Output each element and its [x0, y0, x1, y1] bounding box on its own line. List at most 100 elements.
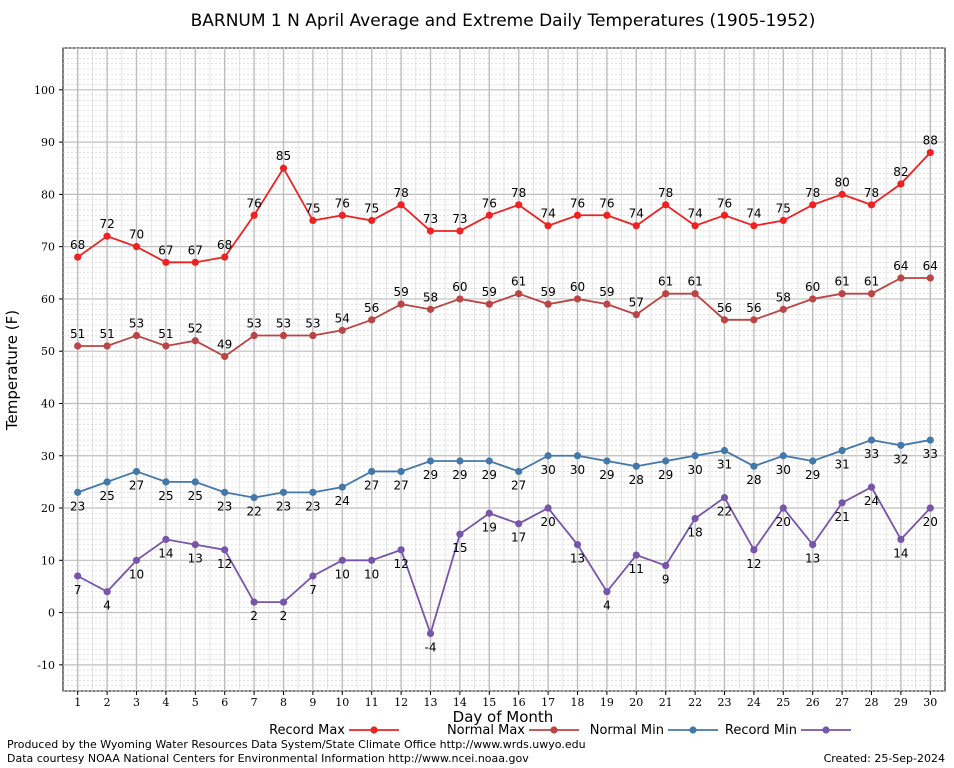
record-max-data-label: 78 [805, 186, 820, 200]
normal-max-point [691, 290, 699, 298]
record-min-point [867, 483, 876, 491]
normal-max-point [720, 316, 729, 324]
normal-max-data-label: 52 [188, 322, 203, 336]
record-min-point [132, 556, 141, 564]
normal-max-data-label: 56 [717, 301, 732, 315]
record-min-point [603, 588, 611, 596]
normal-max-data-label: 59 [482, 285, 497, 299]
normal-min-data-label: 25 [158, 489, 173, 503]
y-tick-label: 0 [48, 607, 55, 620]
normal-min-data-label: 31 [834, 458, 849, 472]
record-min-point [279, 598, 288, 606]
normal-min-point [897, 441, 905, 449]
legend-marker-normal-max [550, 726, 558, 734]
record-min-point [74, 572, 82, 580]
record-min-data-label: 2 [280, 609, 288, 623]
record-max-point [338, 211, 346, 219]
footer-data-courtesy: Data courtesy NOAA National Centers for … [7, 752, 529, 765]
legend-marker-record-min [822, 726, 830, 734]
record-max-point [250, 211, 258, 219]
normal-max-data-label: 59 [599, 285, 614, 299]
record-min-point [662, 561, 670, 570]
record-max-point [279, 164, 288, 172]
normal-max-data-label: 56 [364, 301, 379, 315]
record-min-data-label: 14 [158, 546, 173, 560]
normal-max-point [515, 290, 523, 298]
record-min-data-label: 7 [74, 583, 82, 597]
normal-max-data-label: 51 [158, 327, 173, 341]
x-tick-label: 3 [133, 696, 140, 709]
y-tick-label: 90 [41, 136, 55, 149]
record-max-data-label: 78 [393, 186, 408, 200]
normal-max-data-label: 57 [629, 296, 644, 310]
record-min-data-label: 4 [603, 599, 611, 613]
normal-max-point [779, 305, 787, 313]
normal-max-data-label: 61 [658, 275, 673, 289]
normal-max-point [809, 295, 817, 303]
normal-max-data-label: 53 [276, 317, 291, 331]
record-max-point [720, 211, 729, 219]
record-min-data-label: 15 [452, 541, 467, 555]
normal-min-point [397, 467, 405, 476]
record-min-data-label: 9 [662, 573, 670, 587]
normal-min-data-label: 28 [746, 473, 761, 487]
normal-min-data-label: 27 [393, 478, 408, 492]
record-min-data-label: 2 [250, 609, 258, 623]
record-max-data-label: 76 [570, 196, 585, 210]
record-min-data-label: 13 [570, 552, 585, 566]
normal-min-data-label: 23 [217, 499, 232, 513]
normal-min-point [750, 462, 758, 470]
normal-min-data-label: 23 [70, 499, 85, 513]
y-tick-label: 60 [41, 293, 55, 306]
normal-min-data-label: 25 [99, 489, 114, 503]
x-tick-label: 8 [280, 696, 287, 709]
record-min-data-label: 20 [540, 515, 555, 529]
record-min-data-label: 10 [129, 567, 144, 581]
record-min-point [426, 629, 435, 638]
normal-min-point [279, 488, 288, 496]
normal-min-data-label: 27 [129, 478, 144, 492]
normal-max-data-label: 60 [805, 280, 820, 294]
record-min-point [221, 546, 229, 554]
record-max-point [632, 222, 640, 230]
record-max-line [77, 151, 931, 264]
normal-max-data-label: 64 [923, 259, 938, 273]
record-max-point [515, 201, 523, 209]
normal-min-data-label: 32 [893, 452, 908, 466]
series-layer [74, 148, 934, 638]
record-min-data-label: 12 [393, 557, 408, 571]
x-tick-label: 7 [251, 696, 258, 709]
x-tick-label: 25 [776, 696, 790, 709]
normal-min-point [662, 457, 670, 465]
x-tick-label: 4 [162, 696, 169, 709]
normal-min-data-label: 30 [776, 463, 791, 477]
record-max-data-label: 82 [893, 165, 908, 179]
record-max-data-label: 74 [540, 207, 555, 221]
normal-max-point [338, 326, 346, 334]
normal-min-data-label: 25 [188, 489, 203, 503]
record-min-data-label: 13 [188, 552, 203, 566]
normal-max-data-label: 51 [70, 327, 85, 341]
x-tick-label: 29 [894, 696, 908, 709]
normal-max-point [74, 342, 82, 350]
record-max-data-label: 72 [99, 217, 114, 231]
record-max-data-label: 76 [717, 196, 732, 210]
record-min-data-label: 18 [687, 525, 702, 539]
normal-min-data-label: 29 [599, 468, 614, 482]
normal-max-point [544, 300, 552, 308]
record-max-point [926, 148, 934, 157]
normal-min-point [809, 457, 817, 465]
record-max-data-label: 73 [452, 212, 467, 226]
record-max-data-label: 75 [776, 202, 791, 216]
record-max-data-label: 76 [246, 196, 261, 210]
record-max-point [74, 253, 82, 261]
record-max-data-label: 80 [834, 175, 849, 189]
record-min-point [838, 499, 846, 507]
normal-max-point [573, 295, 582, 303]
record-max-point [544, 222, 552, 230]
x-tick-label: 9 [309, 696, 316, 709]
normal-min-point [720, 446, 729, 455]
normal-max-point [485, 300, 493, 308]
x-tick-label: 13 [424, 696, 438, 709]
